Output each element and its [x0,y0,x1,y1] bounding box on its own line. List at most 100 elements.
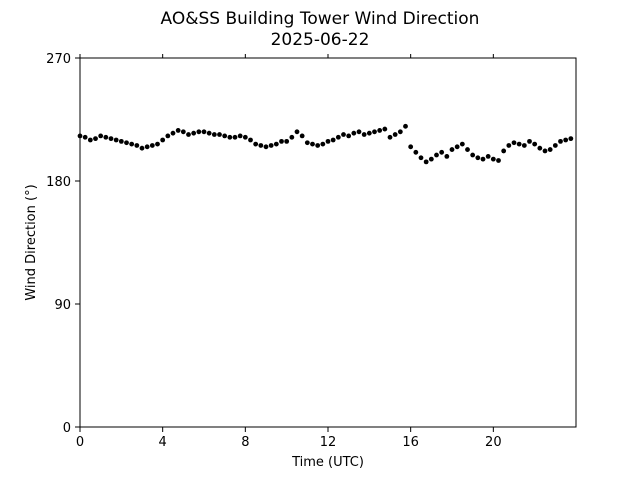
data-point [351,130,357,136]
data-point [454,144,460,150]
data-point [408,144,414,150]
y-tick-label: 180 [46,175,71,190]
y-tick-label: 90 [54,298,71,313]
data-point [490,156,496,162]
y-tick-label: 0 [63,421,71,436]
data-point [361,132,367,137]
data-point [418,155,424,161]
data-point [434,152,439,158]
data-point [423,159,429,165]
data-point [428,156,434,162]
data-point [356,129,362,135]
x-axis-ticks: 0 4 8 12 16 20 [76,54,502,450]
chart-title-line2: 2025-06-22 [271,30,370,50]
data-point [397,129,403,135]
x-tick-label: 4 [159,435,167,450]
x-tick-label: 8 [241,435,249,450]
data-point [196,129,202,135]
data-point [263,144,269,150]
data-point [511,140,517,146]
data-point [382,126,388,132]
data-point [568,136,574,142]
data-point [459,141,465,147]
data-point [475,155,481,161]
data-point [521,143,527,148]
data-point [444,154,450,159]
data-point [304,140,310,146]
data-point [470,152,476,158]
data-point [392,132,398,137]
data-point [532,141,538,147]
data-point [248,137,253,143]
data-point [496,158,501,163]
x-tick-label: 16 [402,435,419,450]
data-point [170,130,176,136]
data-point [330,137,336,143]
data-point [82,134,88,140]
data-point [320,141,326,147]
data-point [485,154,491,159]
data-point [552,143,558,148]
data-point [113,137,119,143]
data-point [315,143,321,148]
data-point [258,143,264,148]
data-point [186,132,191,137]
data-point [403,123,408,129]
data-point [516,141,522,147]
data-point [175,128,181,133]
data-point [217,132,222,137]
data-point [558,138,563,144]
data-point [242,134,248,140]
y-axis-ticks: 0 90 180 270 [46,52,80,436]
data-point [341,132,346,137]
data-point [299,133,305,139]
data-point [273,141,279,147]
data-point [201,129,207,135]
data-point [284,138,290,144]
data-point [366,130,372,136]
data-point [527,138,532,144]
data-point [134,143,140,148]
x-axis-label: Time (UTC) [291,455,364,470]
data-point [149,143,155,148]
data-point [180,129,186,135]
data-point [98,133,104,139]
data-point [237,133,243,139]
data-point [413,149,419,155]
data-point [87,137,93,143]
data-point [232,134,238,140]
data-point [310,141,315,147]
data-point [294,129,300,135]
data-point [547,147,553,152]
data-point [155,141,160,147]
data-point [160,137,166,143]
data-point [563,137,569,143]
y-tick-label: 270 [46,52,71,67]
plot-frame [79,57,577,428]
data-points [77,123,574,165]
data-point [108,136,114,142]
data-point [129,141,135,147]
data-point [506,143,512,148]
data-point [372,129,377,135]
data-point [191,130,197,136]
data-point [335,134,341,140]
data-point [124,140,129,146]
data-point [222,133,228,139]
data-point [103,134,109,140]
data-point [139,145,145,151]
data-point [346,133,352,139]
x-tick-label: 0 [76,435,84,450]
data-point [144,144,150,150]
data-point [268,143,274,148]
data-point [206,130,212,136]
data-point [465,147,470,152]
data-point [480,156,486,162]
data-point [439,149,445,155]
data-point [325,138,331,144]
data-point [377,128,383,133]
data-point [542,148,548,154]
y-axis-label: Wind Direction (°) [24,184,39,300]
data-point [289,134,295,140]
